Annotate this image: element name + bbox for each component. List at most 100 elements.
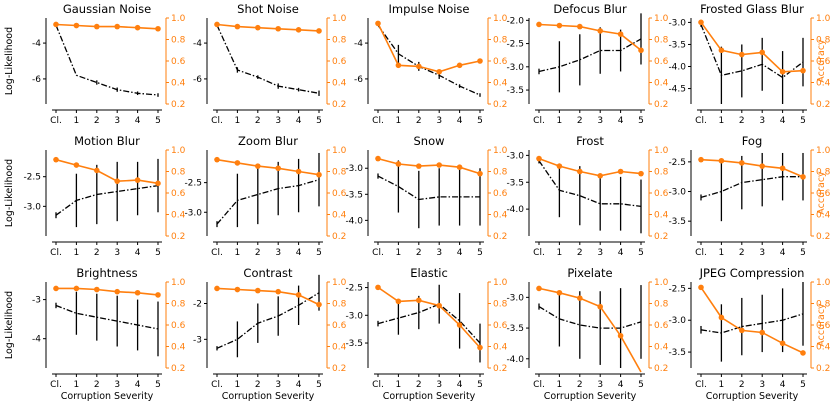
right-tick-label: 0.8 (171, 36, 186, 46)
left-tick-label: -3.5 (668, 348, 686, 358)
accuracy-point (416, 297, 422, 304)
x-tick-label: 3 (275, 248, 281, 258)
x-tick-label: Cl. (372, 116, 384, 126)
loglik-line (377, 303, 481, 344)
x-tick-label: 4 (457, 248, 463, 258)
left-tick-label: -3.5 (506, 178, 524, 188)
subplot-14: JPEG Compression -2.5 -3.0 -3.5 0.2 0.4 0.6 0.8… (668, 266, 830, 402)
y-axis-label-right: Accuracy (816, 39, 827, 83)
y-axis-label-right: Accuracy (816, 303, 827, 347)
accuracy-point (698, 284, 704, 291)
right-tick-label: 1.0 (654, 278, 669, 288)
loglik-line (377, 24, 481, 96)
accuracy-point (234, 23, 241, 30)
x-tick-label: 2 (577, 116, 583, 126)
accuracy-point (94, 167, 100, 174)
x-tick-label: 2 (416, 380, 422, 390)
accuracy-point (759, 329, 765, 336)
x-tick-label: 2 (255, 248, 261, 258)
x-tick-label: 3 (759, 380, 765, 390)
accuracy-point (155, 180, 161, 187)
left-tick-label: -3.0 (506, 63, 524, 73)
accuracy-point (536, 21, 542, 28)
accuracy-line (216, 287, 320, 306)
right-tick-label: 0.2 (171, 232, 185, 242)
accuracy-line (216, 23, 320, 32)
right-tick-label: 0.4 (332, 211, 347, 221)
right-tick-label: 0.2 (654, 232, 668, 242)
subplot-title: Fog (742, 134, 763, 148)
x-tick-label: 2 (416, 248, 422, 258)
left-tick-label: -4 (32, 335, 41, 345)
x-tick-label: 1 (74, 380, 80, 390)
x-tick-label: 5 (800, 116, 806, 126)
right-tick-label: 0.6 (332, 189, 347, 199)
accuracy-point (73, 22, 80, 29)
right-tick-label: 0.4 (171, 343, 186, 353)
left-tick-label: -3.0 (506, 293, 524, 303)
x-tick-label: 2 (255, 116, 261, 126)
accuracy-line (700, 158, 804, 178)
accuracy-point (739, 327, 745, 334)
left-tick-label: -3.5 (345, 190, 363, 200)
accuracy-point (114, 23, 120, 30)
x-tick-label: 5 (316, 380, 322, 390)
x-axis-label: Corruption Severity (383, 391, 476, 402)
accuracy-point (214, 285, 220, 292)
subplot-6: Zoom Blur -2.5 -3.0 0.2 0.4 0.6 0.8 1.0 Cl. 1 2 3 4 5 (184, 134, 346, 258)
right-tick-label: 0.2 (171, 364, 185, 374)
x-tick-label: 1 (719, 248, 725, 258)
right-tick-label: 0.4 (654, 79, 669, 89)
accuracy-point (234, 160, 241, 166)
x-tick-label: 4 (296, 380, 302, 390)
right-tick-label: 0.4 (332, 79, 347, 89)
right-tick-label: 0.8 (171, 168, 186, 178)
accuracy-point (617, 332, 624, 339)
right-tick-label: 1.0 (654, 14, 669, 24)
accuracy-point (275, 165, 282, 172)
subplot-2: Impulse Noise -4 -6 0.2 0.4 0.6 0.8 1.0 Cl. 1 2 3 4 5 (354, 2, 508, 126)
right-tick-label: 0.4 (171, 79, 186, 89)
accuracy-point (698, 156, 704, 163)
accuracy-point (617, 31, 624, 37)
accuracy-point (597, 303, 603, 310)
accuracy-point (316, 28, 322, 34)
left-tick-label: -2.5 (506, 40, 524, 50)
x-tick-label: 2 (94, 380, 100, 390)
x-axis-label: Corruption Severity (544, 391, 637, 402)
accuracy-line (216, 158, 320, 176)
x-tick-label: Cl. (533, 116, 545, 126)
accuracy-point (254, 287, 261, 294)
x-tick-label: 5 (638, 248, 644, 258)
subplot-title: Impulse Noise (389, 2, 470, 16)
subplot-title: Defocus Blur (553, 2, 627, 16)
right-tick-label: 1.0 (816, 14, 831, 24)
y-axis-label-right: Accuracy (816, 171, 827, 215)
right-tick-label: 0.8 (332, 168, 347, 178)
accuracy-line (538, 157, 642, 177)
left-tick-label: -3.0 (506, 151, 524, 161)
accuracy-line (377, 23, 481, 73)
right-tick-label: 0.6 (171, 189, 186, 199)
x-tick-label: 3 (275, 116, 281, 126)
x-tick-label: 4 (135, 116, 141, 126)
left-tick-label: -2.5 (23, 173, 41, 183)
accuracy-point (779, 68, 786, 75)
y-axis-label-left: Log-Likelihood (4, 27, 15, 95)
right-tick-label: 0.8 (171, 300, 186, 310)
x-tick-label: 5 (477, 248, 483, 258)
accuracy-point (73, 285, 80, 292)
right-tick-label: 0.4 (654, 211, 669, 221)
accuracy-point (718, 47, 725, 54)
accuracy-point (395, 62, 402, 69)
loglik-line (700, 176, 803, 199)
right-tick-label: 1.0 (816, 278, 831, 288)
accuracy-point (375, 155, 381, 162)
x-tick-label: 1 (235, 380, 241, 390)
right-tick-label: 0.4 (493, 79, 508, 89)
right-tick-label: 1.0 (654, 146, 669, 156)
subplot-3: Defocus Blur -2.0 -2.5 -3.0 -3.5 0.2 0.4 0.6 0.8… (506, 2, 668, 126)
subplot-title: Gaussian Noise (63, 2, 151, 16)
right-tick-label: 0.6 (332, 321, 347, 331)
